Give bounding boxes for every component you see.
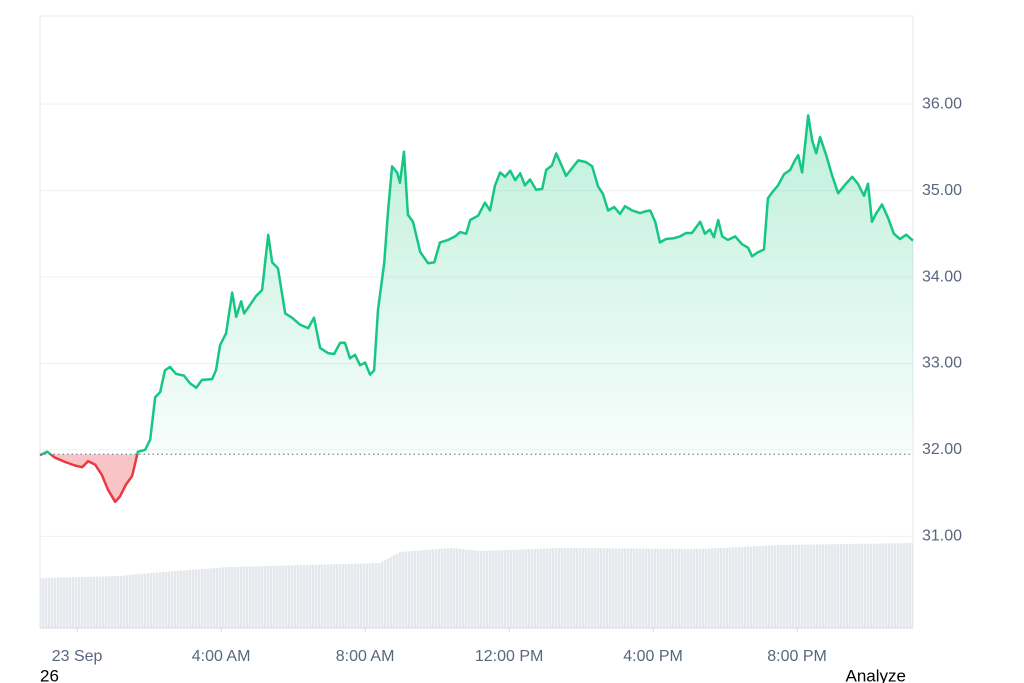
x-tick-label: 8:00 AM [336, 648, 395, 665]
y-tick-label: 33.00 [922, 355, 962, 372]
x-tick-label: 4:00 AM [192, 648, 251, 665]
x-tick-label: 4:00 PM [623, 648, 683, 665]
footer-right[interactable]: Analyze [846, 666, 906, 683]
footer-left: 26 [40, 666, 59, 683]
price-line [39, 114, 914, 504]
x-tick-label: 23 Sep [52, 648, 103, 665]
y-tick-label: 34.00 [922, 268, 962, 285]
x-tick-label: 8:00 PM [767, 648, 827, 665]
y-tick-label: 31.00 [922, 528, 962, 545]
y-tick-label: 36.00 [922, 95, 962, 112]
y-tick-label: 35.00 [922, 182, 962, 199]
area-fill [40, 115, 913, 502]
volume-bars [40, 543, 913, 628]
x-tick-label: 12:00 PM [475, 648, 543, 665]
y-tick-label: 32.00 [922, 441, 962, 458]
